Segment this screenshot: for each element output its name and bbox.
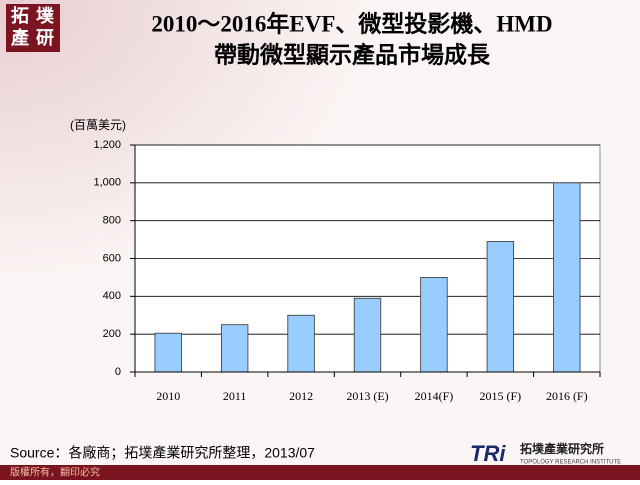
- bar: [486, 241, 515, 373]
- chart-subtitle: 帶動微型顯示產品市場成長: [214, 41, 491, 67]
- logo-char: 拓: [11, 5, 29, 26]
- logo-box: [6, 4, 60, 52]
- y-tick-label: 200: [103, 328, 121, 340]
- chart-title: 2010～2016年EVF、微型投影機、HMD: [151, 10, 552, 36]
- source: Source：各廠商；拓墣產業研究所整理，2013/07: [10, 445, 315, 462]
- bar: [353, 297, 382, 373]
- x-tick-label: 2013 (E): [346, 389, 388, 403]
- y-unit: (百萬美元): [70, 118, 126, 132]
- x-tick-label: 2016 (F): [546, 389, 588, 403]
- logo-char: 研: [36, 28, 54, 48]
- footer-bar: [0, 465, 640, 480]
- bar: [220, 324, 249, 373]
- logo-char: 產: [11, 27, 29, 48]
- bar: [553, 182, 581, 373]
- y-tick-label: 0: [115, 366, 121, 378]
- bar: [420, 277, 448, 373]
- x-tick-label: 2010: [156, 389, 180, 403]
- y-tick-label: 1,200: [93, 139, 121, 151]
- x-tick-label: 2012: [289, 389, 313, 403]
- bar: [154, 332, 182, 373]
- brand-name: 拓墣產業研究所: [520, 441, 604, 456]
- bar: [287, 314, 315, 373]
- brand-mark: TRi: [470, 441, 506, 466]
- x-tick-label: 2014(F): [415, 389, 454, 403]
- y-tick-label: 800: [103, 215, 121, 227]
- logo-char: 墣: [36, 6, 54, 26]
- y-tick-label: 400: [103, 290, 121, 302]
- x-tick-label: 2011: [223, 389, 247, 403]
- x-tick-label: 2015 (F): [480, 389, 522, 403]
- footer: 版權所有，翻印必究: [10, 466, 100, 479]
- brand-english: TOPOLOGY RESEARCH INSTITUTE: [520, 460, 621, 466]
- y-tick-label: 1,000: [93, 177, 121, 189]
- y-tick-label: 600: [103, 252, 121, 264]
